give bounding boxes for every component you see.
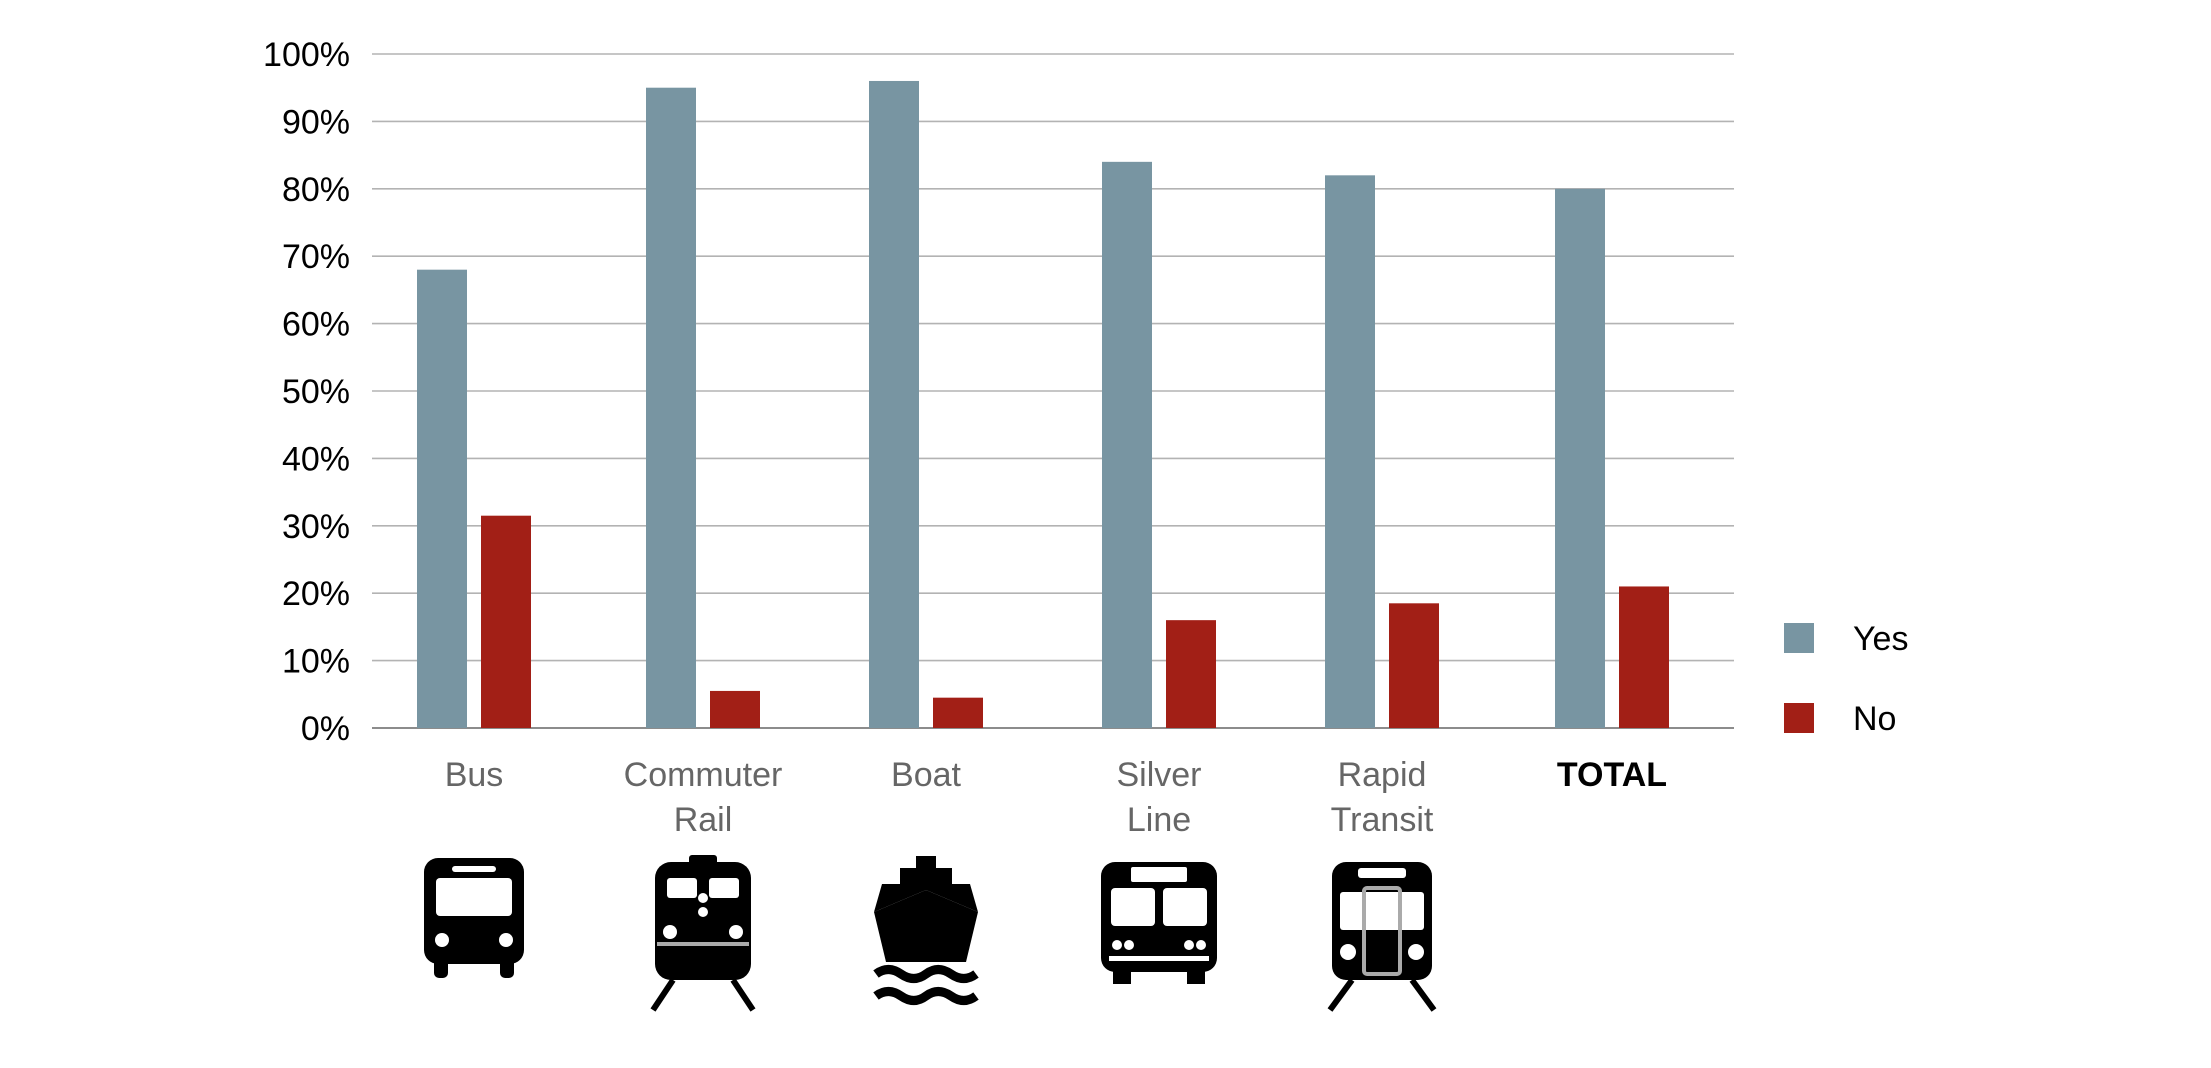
bar-no xyxy=(1166,620,1216,728)
bar-no xyxy=(481,515,531,728)
category-label: Rail xyxy=(674,801,733,839)
y-tick-label: 20% xyxy=(282,575,350,613)
bar-no xyxy=(710,690,760,728)
legend: Yes No xyxy=(1784,620,1908,738)
bus-icon xyxy=(424,858,524,978)
legend-label-no: No xyxy=(1853,700,1896,738)
bar-no xyxy=(1389,603,1439,728)
y-tick-label: 60% xyxy=(282,306,350,344)
gridlines xyxy=(372,53,1734,729)
category-label: Transit xyxy=(1331,801,1434,839)
category-label: Line xyxy=(1127,801,1191,839)
y-tick-label: 0% xyxy=(301,710,350,748)
y-tick-label: 50% xyxy=(282,373,350,411)
category-label: Commuter xyxy=(624,756,783,794)
bar-yes xyxy=(1102,161,1152,729)
bar-no xyxy=(933,697,983,728)
y-tick-label: 70% xyxy=(282,238,350,276)
legend-swatch-yes xyxy=(1784,623,1814,653)
category-label: Boat xyxy=(891,756,961,794)
category-label: Silver xyxy=(1116,756,1201,794)
bar-yes xyxy=(869,80,919,728)
y-tick-label: 10% xyxy=(282,643,350,681)
category-icons xyxy=(424,855,1437,1012)
bar-no xyxy=(1619,586,1669,728)
y-tick-label: 100% xyxy=(263,36,350,74)
category-label: Rapid xyxy=(1338,756,1427,794)
bar-yes xyxy=(1555,188,1605,729)
x-axis-category-labels: Bus Commuter Rail Boat Silver Line Rapid Transi… xyxy=(445,756,1667,839)
bar-yes xyxy=(417,269,467,728)
y-tick-label: 80% xyxy=(282,171,350,209)
y-tick-label: 90% xyxy=(282,103,350,141)
y-tick-label: 30% xyxy=(282,508,350,546)
legend-label-yes: Yes xyxy=(1853,620,1908,658)
y-axis-tick-labels: 0% 10% 20% 30% 40% 50% 60% 70% 80% 90% 100% xyxy=(263,36,350,748)
legend-swatch-no xyxy=(1784,703,1814,733)
category-label: Bus xyxy=(445,756,504,794)
silver-line-bus-icon xyxy=(1101,862,1217,984)
bar-yes xyxy=(1325,175,1375,728)
boat-icon xyxy=(873,856,979,1005)
y-tick-label: 40% xyxy=(282,440,350,478)
rapid-transit-icon xyxy=(1327,862,1437,1012)
bars xyxy=(417,80,1669,729)
bar-yes xyxy=(646,87,696,728)
commuter-rail-icon xyxy=(650,855,756,1012)
category-label: TOTAL xyxy=(1557,756,1667,794)
